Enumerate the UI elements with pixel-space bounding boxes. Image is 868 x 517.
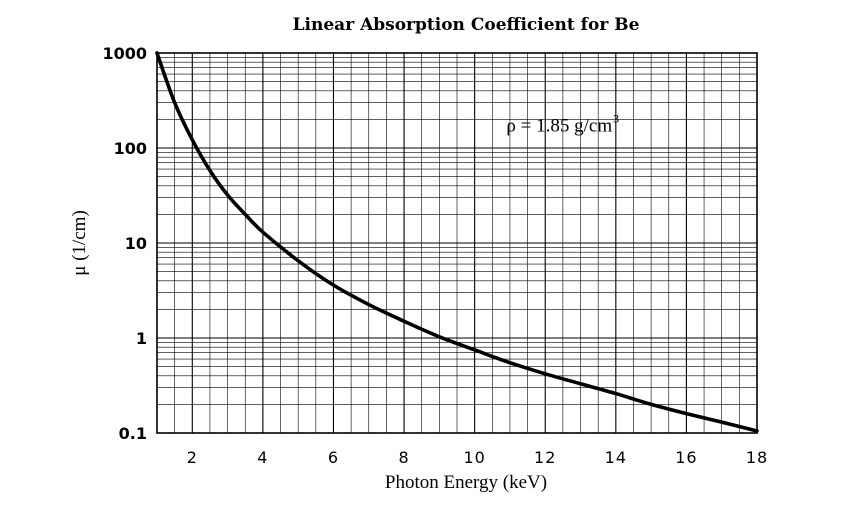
y-axis-label: μ (1/cm)	[69, 210, 90, 276]
chart-title: Linear Absorption Coefficient for Be	[293, 15, 640, 35]
y-tick-label: 100	[114, 139, 147, 158]
x-tick-label: 10	[463, 448, 485, 467]
x-tick-label: 4	[257, 448, 268, 467]
y-tick-label: 1	[136, 329, 147, 348]
x-tick-label: 14	[605, 448, 627, 467]
x-tick-labels: 2 4 6 8 10 12 14 16 18	[187, 448, 768, 467]
density-annotation-superscript: 3	[613, 111, 619, 125]
x-tick-label: 2	[187, 448, 198, 467]
y-tick-label: 0.1	[119, 424, 147, 443]
series-line	[155, 51, 759, 433]
x-tick-label: 12	[534, 448, 556, 467]
x-tick-label: 16	[675, 448, 697, 467]
x-tick-label: 8	[398, 448, 409, 467]
grid	[157, 53, 757, 433]
x-tick-label: 18	[746, 448, 768, 467]
y-tick-labels: 0.1 1 10 100 1000	[102, 44, 147, 443]
y-tick-label: 10	[125, 234, 147, 253]
x-axis-label: Photon Energy (keV)	[385, 472, 547, 493]
density-annotation: ρ = 1.85 g/cm	[506, 115, 612, 136]
y-tick-label: 1000	[102, 44, 147, 63]
plot-frame	[156, 52, 758, 434]
x-tick-label: 6	[328, 448, 339, 467]
